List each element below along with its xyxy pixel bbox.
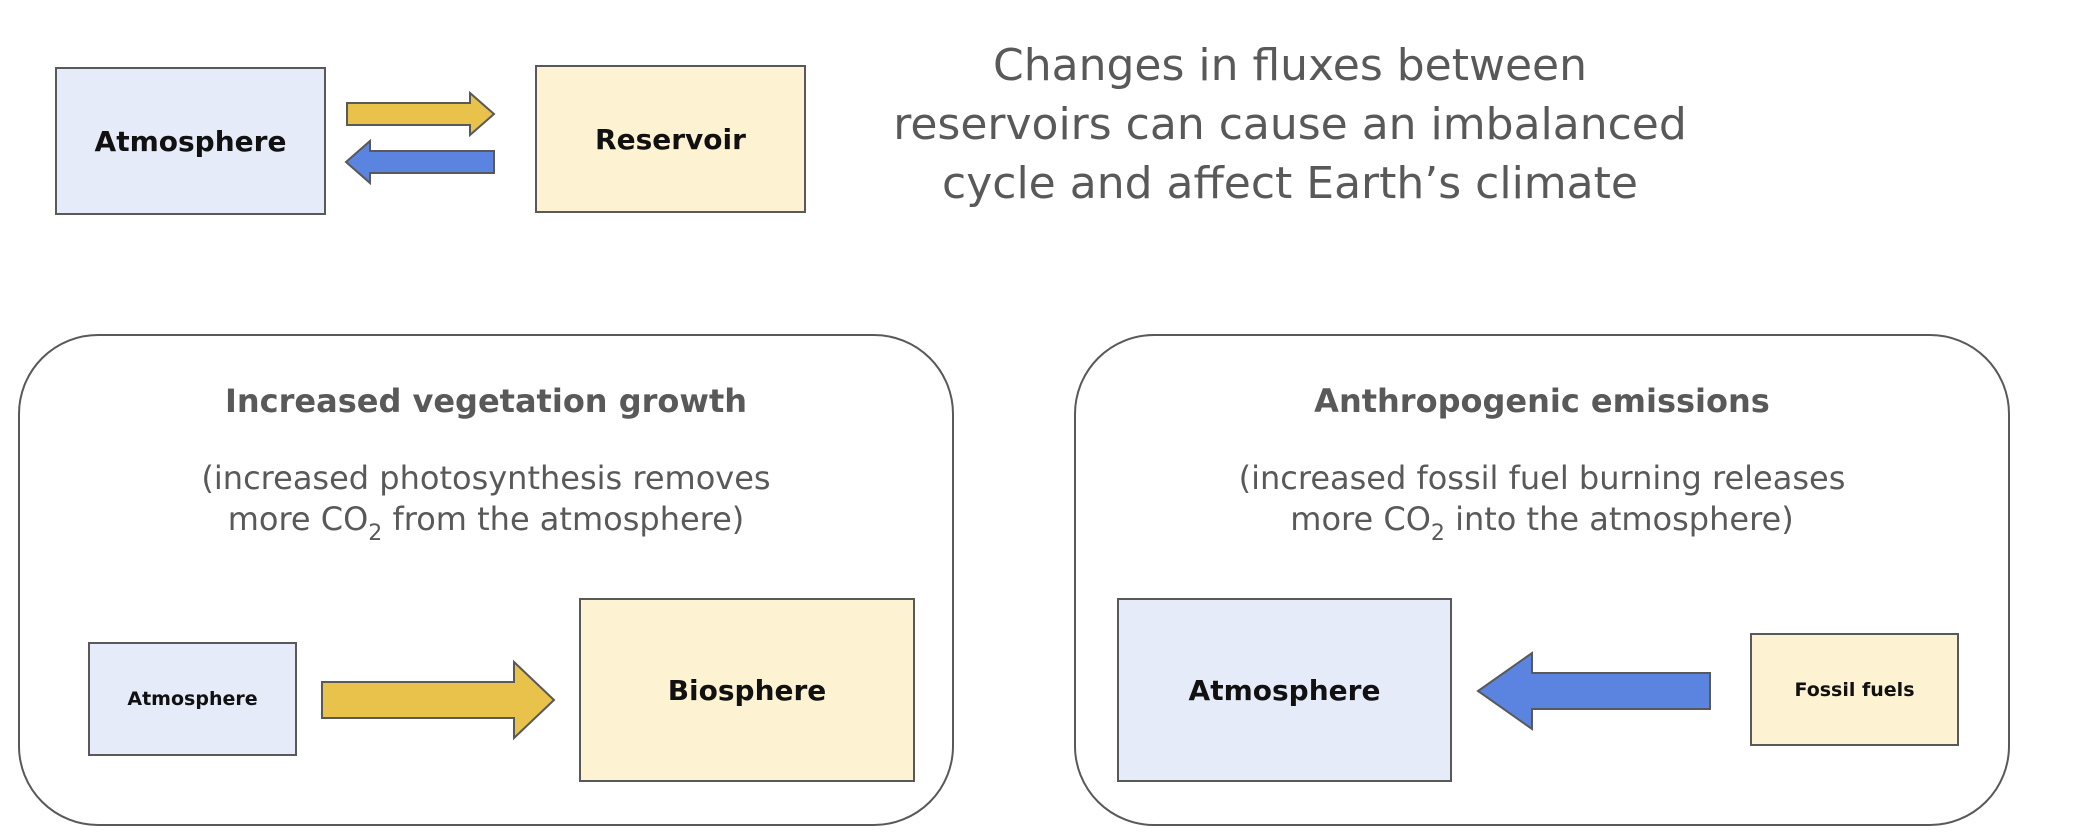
top-atmosphere-box: Atmosphere (55, 67, 326, 215)
vegetation-desc-line-1: (increased photosynthesis removes (201, 459, 771, 497)
emissions-description: (increased fossil fuel burning releases … (1074, 458, 2010, 546)
fossil-fuels-box: Fossil fuels (1750, 633, 1959, 746)
emissions-panel (1074, 334, 2010, 826)
title-line-1: Changes in fluxes between (993, 40, 1587, 91)
emissions-atmosphere-label: Atmosphere (1188, 673, 1381, 707)
photosynthesis-flux-arrow (321, 659, 556, 741)
vegetation-heading: Increased vegetation growth (224, 382, 748, 420)
co2-subscript: 2 (368, 521, 383, 546)
title-line-2: reservoirs can cause an imbalanced (893, 99, 1687, 150)
vegetation-panel (18, 334, 954, 826)
vegetation-description: (increased photosynthesis removes more C… (18, 458, 954, 546)
co2-subscript: 2 (1430, 521, 1445, 546)
page-title: Changes in fluxes between reservoirs can… (860, 36, 1720, 213)
emissions-desc-line-2: more CO2 into the atmosphere) (1290, 500, 1794, 546)
fossil-fuels-label: Fossil fuels (1794, 678, 1915, 701)
biosphere-box: Biosphere (579, 598, 915, 782)
vegetation-desc-line-2: more CO2 from the atmosphere) (227, 500, 745, 546)
emissions-heading: Anthropogenic emissions (1314, 382, 1770, 420)
emissions-atmosphere-box: Atmosphere (1117, 598, 1452, 782)
biosphere-label: Biosphere (667, 673, 827, 707)
emissions-flux-arrow (1476, 651, 1711, 731)
title-line-3: cycle and affect Earth’s climate (942, 158, 1638, 209)
vegetation-atmosphere-box: Atmosphere (88, 642, 297, 756)
top-flux-left-arrow (344, 138, 495, 186)
top-flux-right-arrow (346, 90, 496, 138)
top-reservoir-label: Reservoir (595, 122, 746, 156)
vegetation-atmosphere-label: Atmosphere (127, 688, 258, 710)
top-reservoir-box: Reservoir (535, 65, 806, 213)
emissions-desc-line-1: (increased fossil fuel burning releases (1238, 459, 1846, 497)
top-atmosphere-label: Atmosphere (94, 124, 287, 158)
